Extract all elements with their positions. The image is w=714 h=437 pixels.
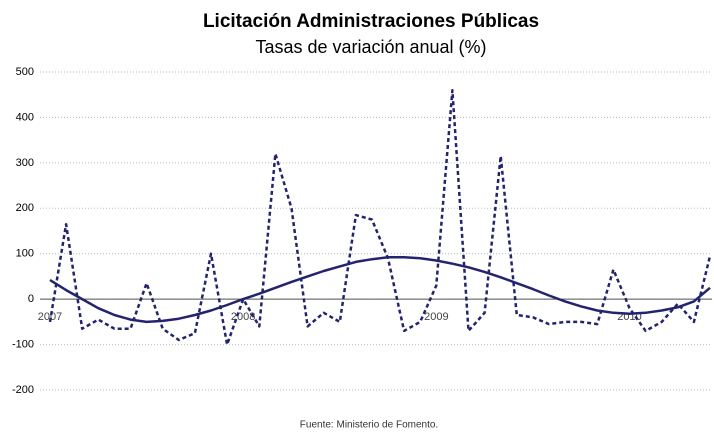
y-tick-label: -200 (12, 384, 34, 396)
y-tick-label: 500 (16, 66, 34, 78)
y-tick-label: 300 (16, 157, 34, 169)
x-tick-label: 2007 (38, 311, 62, 323)
y-tick-label: 100 (16, 248, 34, 260)
y-tick-label: 200 (16, 202, 34, 214)
y-tick-label: 400 (16, 111, 34, 123)
chart-subtitle: Tasas de variación anual (%) (255, 37, 486, 57)
y-tick-label: 0 (28, 293, 34, 305)
data-line (48, 88, 712, 346)
y-tick-label: -100 (12, 338, 34, 350)
chart-title: Licitación Administraciones Públicas (203, 11, 539, 32)
data-line (49, 256, 711, 324)
source-note: Fuente: Ministerio de Fomento. (300, 420, 438, 431)
x-tick-label: 2009 (424, 311, 448, 323)
